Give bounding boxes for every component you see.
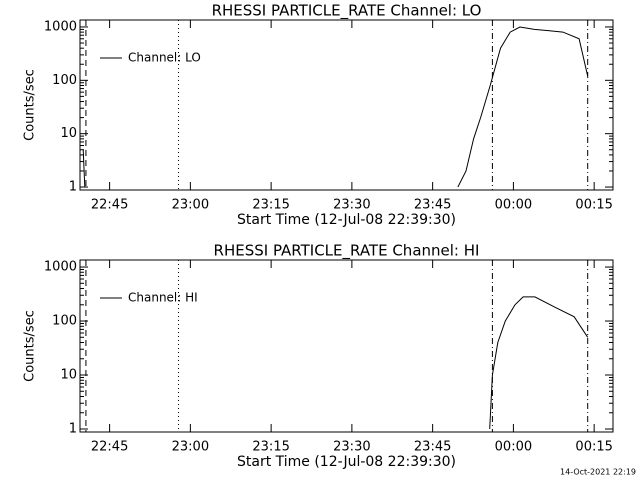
y-axis-label: Counts/sec [23, 69, 38, 141]
x-tick-label: 00:15 [575, 440, 612, 455]
x-tick-label: 23:45 [414, 198, 451, 213]
x-tick-label: 23:15 [252, 198, 289, 213]
legend-label: Channel: LO [128, 51, 201, 65]
y-tick-label: 1 [69, 422, 77, 437]
legend-label: Channel: HI [128, 291, 198, 305]
y-tick-label: 100 [52, 73, 77, 88]
x-tick-label: 00:15 [575, 198, 612, 213]
x-tick-label: 23:00 [172, 440, 209, 455]
x-tick-label: 23:45 [414, 440, 451, 455]
x-tick-label: 22:45 [91, 440, 128, 455]
y-tick-label: 1000 [44, 260, 77, 275]
y-tick-label: 10 [60, 126, 77, 141]
y-tick-label: 100 [52, 314, 77, 329]
x-tick-label: 22:45 [91, 198, 128, 213]
x-axis-label: Start Time (12-Jul-08 22:39:30) [237, 212, 456, 228]
y-tick-label: 10 [60, 368, 77, 383]
y-tick-label: 1 [69, 180, 77, 195]
footer: 14-Oct-2021 22:19 [560, 468, 636, 477]
x-tick-label: 23:00 [172, 198, 209, 213]
x-tick-label: 23:15 [252, 440, 289, 455]
chart-title: RHESSI PARTICLE_RATE Channel: LO [212, 2, 482, 21]
x-tick-label: 00:00 [495, 440, 532, 455]
plot-frame [79, 19, 614, 191]
y-axis-label: Counts/sec [23, 310, 38, 382]
x-tick-label: 00:00 [495, 198, 532, 213]
chart-title: RHESSI PARTICLE_RATE Channel: HI [214, 242, 480, 261]
data-line [489, 296, 589, 430]
x-tick-label: 23:30 [333, 198, 370, 213]
plot-frame [79, 259, 614, 433]
data-line [82, 26, 589, 188]
y-tick-label: 1000 [44, 19, 77, 34]
x-axis-label: Start Time (12-Jul-08 22:39:30) [237, 454, 456, 470]
x-tick-label: 23:30 [333, 440, 370, 455]
